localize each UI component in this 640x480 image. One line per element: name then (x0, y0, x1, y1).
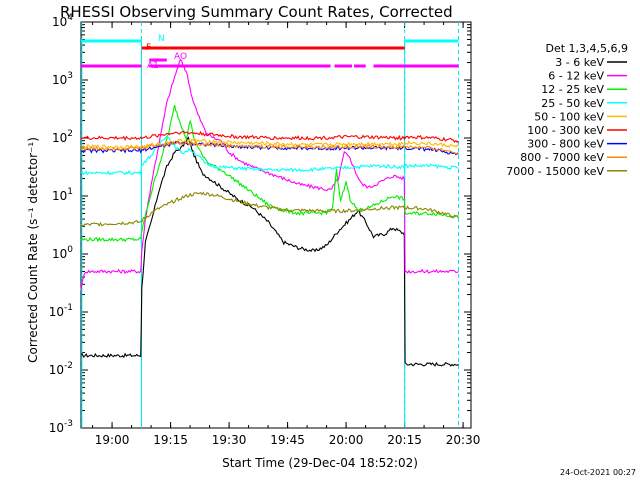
footer-timestamp: 24-Oct-2021 00:27 (560, 468, 636, 477)
flag-label-n: N (158, 34, 165, 44)
series-line (80, 135, 459, 176)
x-tick-label: 19:30 (212, 433, 247, 447)
flag-label-f: F (146, 43, 151, 53)
legend-header: Det 1,3,4,5,6,9 (545, 42, 628, 55)
x-axis-label: Start Time (29-Dec-04 18:52:02) (222, 456, 418, 470)
series-line (80, 136, 459, 367)
y-tick-label: 103 (52, 71, 73, 87)
flag-bars: NF AO A1 (81, 34, 459, 71)
legend-label: 6 - 12 keV (548, 70, 604, 83)
y-axis-tick-labels: 10-3 10-2 10-1 100 101 102 103 104 (49, 13, 74, 435)
series-line (80, 191, 459, 227)
x-tick-label: 20:30 (446, 433, 481, 447)
x-tick-label: 20:00 (329, 433, 364, 447)
series-line (80, 138, 459, 150)
y-tick-label: 101 (52, 187, 73, 203)
y-tick-label: 10-3 (49, 419, 73, 435)
chart-title: RHESSI Observing Summary Count Rates, Co… (60, 3, 453, 21)
legend-label: 100 - 300 keV (527, 124, 604, 137)
y-tick-label: 104 (52, 13, 73, 29)
series-line (80, 140, 459, 155)
y-tick-label: 102 (52, 129, 73, 145)
legend-label: 300 - 800 keV (527, 138, 604, 151)
x-tick-label: 19:15 (153, 433, 188, 447)
series-line (80, 104, 459, 243)
y-axis-label: Corrected Count Rate (s⁻¹ detector⁻¹) (26, 137, 40, 363)
legend-label: 800 - 7000 keV (520, 151, 604, 164)
series-line (80, 58, 459, 291)
y-tick-label: 100 (52, 245, 73, 261)
x-axis-tick-labels: 19:00 19:15 19:30 19:45 20:00 20:15 20:30 (95, 433, 481, 447)
x-tick-label: 20:15 (387, 433, 422, 447)
flag-label-a1: A1 (147, 61, 159, 71)
x-tick-label: 19:00 (95, 433, 130, 447)
series-lines (80, 58, 459, 367)
y-tick-label: 10-1 (49, 303, 73, 319)
flag-label-ao: AO (174, 52, 187, 62)
legend-label: 25 - 50 keV (541, 97, 604, 110)
y-tick-label: 10-2 (49, 361, 73, 377)
series-line (80, 130, 459, 144)
legend-label: 50 - 100 keV (534, 110, 604, 123)
legend-label: 3 - 6 keV (555, 56, 604, 69)
plot-area-frame (80, 21, 472, 429)
legend-label: 7000 - 15000 keV (506, 165, 604, 178)
legend-label: 12 - 25 keV (541, 83, 604, 96)
axis-ticks (81, 21, 471, 429)
x-tick-label: 19:45 (270, 433, 305, 447)
